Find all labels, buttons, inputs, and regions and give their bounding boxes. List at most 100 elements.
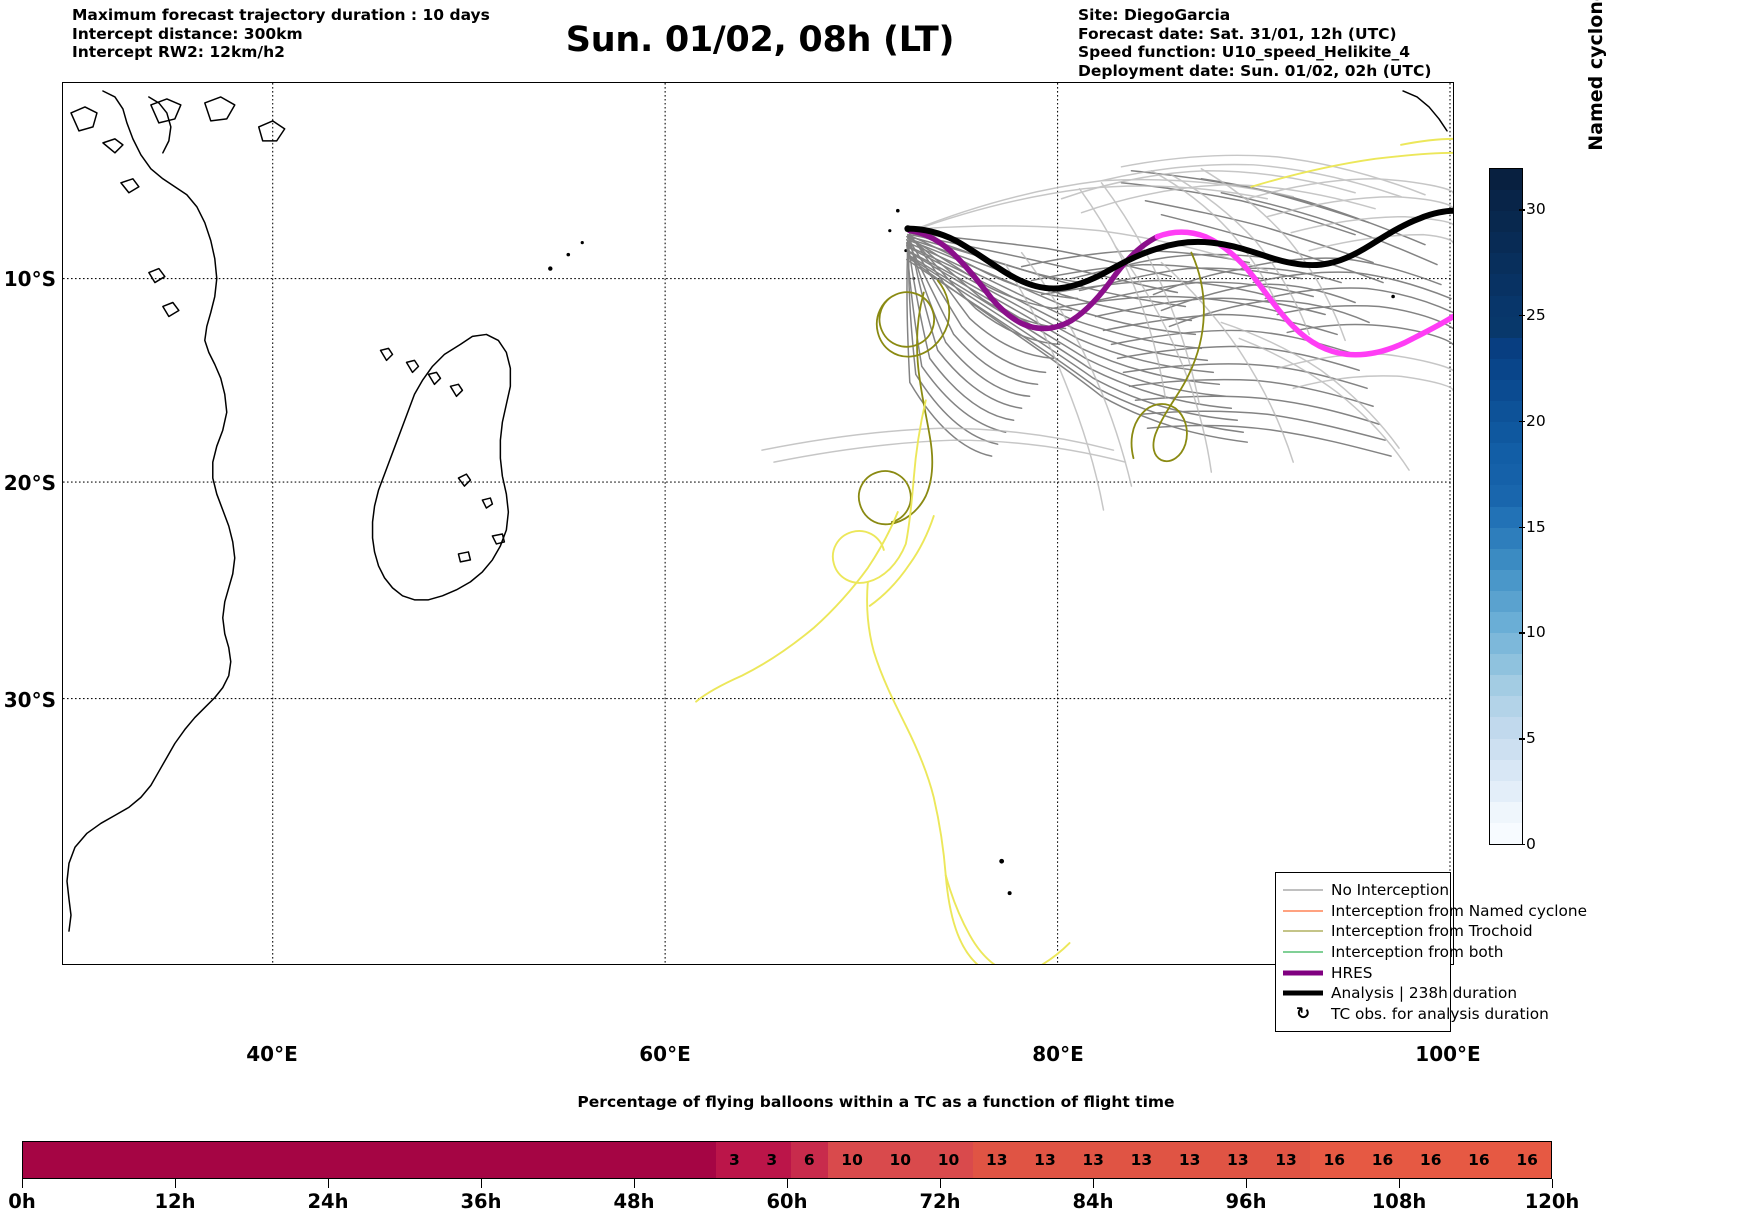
- site-metadata-line-0: Site: DiegoGarcia: [1078, 6, 1231, 24]
- colorbar[interactable]: [1489, 168, 1523, 845]
- coastlines: [66, 90, 1448, 932]
- forecast-parameter-line-1: Intercept distance: 300km: [72, 24, 303, 43]
- colorbar-label: Named cyclones forecast - Number of GEFS…: [1585, 0, 1607, 175]
- colorbar-segment-15: [1490, 506, 1522, 528]
- bar-axis-tick-5: [787, 1179, 789, 1188]
- percentage-bar-cell-34: 13: [1069, 1142, 1118, 1178]
- legend-item-label: HRES: [1331, 963, 1373, 982]
- colorbar-segment-8: [1490, 654, 1522, 676]
- bar-axis-tick-6: [940, 1179, 942, 1188]
- percentage-bar-cell-37: 13: [1213, 1142, 1262, 1178]
- percentage-bar-cell-17: [475, 1142, 503, 1178]
- colorbar-segment-19: [1490, 422, 1522, 444]
- percentage-bar-cell-9: [262, 1142, 290, 1178]
- lat-tick-label: 20°S: [3, 471, 56, 495]
- percentage-bar-cell-35: 13: [1117, 1142, 1166, 1178]
- legend-item-label: Interception from both: [1331, 943, 1504, 962]
- colorbar-segment-30: [1490, 190, 1522, 212]
- site-metadata-line-1: Forecast date: Sat. 31/01, 12h (UTC): [1078, 24, 1397, 43]
- percentage-bar-cell-5: [156, 1142, 183, 1178]
- site-metadata-line-3: Deployment date: Sun. 01/02, 02h (UTC): [1078, 61, 1432, 80]
- percentage-bar-cell-18: [502, 1142, 530, 1178]
- site-metadata-line-2: Speed function: U10_speed_Helikite_4: [1078, 43, 1411, 61]
- colorbar-segment-24: [1490, 316, 1522, 338]
- map-legend[interactable]: No Interception Interception from Named c…: [1275, 872, 1587, 1033]
- percentage-bar-cell-7: [209, 1142, 237, 1178]
- legend-item-1[interactable]: Interception from Named cyclone: [1283, 901, 1587, 922]
- percentage-bar-cell-41: 16: [1406, 1142, 1455, 1178]
- bar-axis-tick-2: [328, 1179, 330, 1188]
- percentage-bar-cell-6: [182, 1142, 210, 1178]
- colorbar-segment-16: [1490, 485, 1522, 507]
- bar-axis-tick-8: [1246, 1179, 1248, 1188]
- percentage-bar-cell-0: [23, 1142, 50, 1178]
- percentage-bar-cell-20: [555, 1142, 583, 1178]
- legend-item-6[interactable]: ↻ TC obs. for analysis duration: [1283, 1004, 1549, 1025]
- percentage-bar-cell-1: [49, 1142, 77, 1178]
- percentage-bar-cell-21: [582, 1142, 610, 1178]
- map-canvas: [63, 83, 1453, 964]
- colorbar-segment-13: [1490, 548, 1522, 570]
- legend-item-3[interactable]: Interception from both: [1283, 942, 1504, 963]
- bar-axis-label-9: 108h: [1371, 1190, 1427, 1213]
- bar-axis-tick-3: [481, 1179, 483, 1188]
- percentage-bar-cell-8: [236, 1142, 263, 1178]
- colorbar-tick-label-4: 20: [1519, 411, 1546, 430]
- percentage-bar-cell-11: [316, 1142, 343, 1178]
- bar-axis-tick-4: [634, 1179, 636, 1188]
- lon-tick-label: 100°E: [1415, 1042, 1481, 1066]
- colorbar-segment-3: [1490, 759, 1522, 781]
- percentage-bar-cell-3: [102, 1142, 130, 1178]
- site-metadata-text: Site: DiegoGarcia Forecast date: Sat. 31/…: [1078, 6, 1431, 80]
- colorbar-segment-12: [1490, 569, 1522, 591]
- percentage-bar-cell-33: 13: [1020, 1142, 1070, 1178]
- percentage-bar-cell-25: [689, 1142, 716, 1178]
- legend-line-swatch: [1283, 945, 1323, 959]
- legend-item-0[interactable]: No Interception: [1283, 880, 1449, 901]
- legend-item-2[interactable]: Interception from Trochoid: [1283, 921, 1533, 942]
- trochoid-interception-tracks: [858, 251, 1205, 526]
- percentage-bar-cell-4: [129, 1142, 157, 1178]
- colorbar-tick-label-0: 0: [1519, 835, 1536, 853]
- page-title: Sun. 01/02, 08h (LT): [565, 20, 955, 60]
- percentage-bar-cell-32: 13: [972, 1142, 1021, 1178]
- colorbar-segment-25: [1490, 295, 1522, 317]
- legend-item-4[interactable]: HRES: [1283, 962, 1442, 983]
- colorbar-segment-6: [1490, 696, 1522, 718]
- percentage-bar-cell-13: [369, 1142, 396, 1178]
- colorbar-segment-31: [1490, 169, 1522, 191]
- tc-observation-markers: [904, 225, 912, 233]
- legend-item-5[interactable]: Analysis | 238h duration: [1283, 983, 1517, 1004]
- colorbar-segment-14: [1490, 527, 1522, 549]
- percentage-bar-cell-43: 16: [1503, 1142, 1552, 1178]
- colorbar-segment-23: [1490, 337, 1522, 359]
- legend-item-label: TC obs. for analysis duration: [1331, 1004, 1549, 1023]
- lat-tick-label: 10°S: [3, 267, 56, 291]
- colorbar-tick-label-1: 5: [1519, 729, 1536, 748]
- bar-axis-label-10: 120h: [1524, 1190, 1580, 1213]
- lon-tick-label: 40°E: [246, 1042, 298, 1066]
- colorbar-segment-17: [1490, 464, 1522, 486]
- legend-line-swatch: [1283, 924, 1323, 938]
- percentage-bar-cell-19: [529, 1142, 556, 1178]
- ensemble-tracks-faded: [761, 154, 1453, 511]
- colorbar-tick-label-6: 30: [1519, 200, 1546, 219]
- colorbar-segment-0: [1490, 822, 1522, 844]
- colorbar-segment-11: [1490, 590, 1522, 612]
- legend-line-swatch: [1283, 986, 1323, 1000]
- percentage-bar-title: Percentage of flying balloons within a T…: [577, 1093, 1175, 1111]
- legend-item-label: Analysis | 238h duration: [1331, 984, 1518, 1003]
- percentage-bar-cell-14: [395, 1142, 423, 1178]
- yellow-trajectory: [695, 137, 1453, 964]
- bar-axis-label-7: 84h: [1072, 1190, 1114, 1213]
- percentage-bar-cell-10: [289, 1142, 317, 1178]
- forecast-map[interactable]: [62, 82, 1454, 965]
- bar-axis-label-2: 24h: [307, 1190, 349, 1213]
- percentage-bar-cell-24: [662, 1142, 690, 1178]
- colorbar-segment-22: [1490, 358, 1522, 380]
- percentage-bar[interactable]: 3 3 6 10 10 10 13 13 13 13 13 13 13 16 16 16 16 16: [22, 1141, 1552, 1179]
- legend-item-label: Interception from Trochoid: [1331, 922, 1533, 941]
- percentage-bar-cell-29: 10: [827, 1142, 877, 1178]
- colorbar-tick-label-5: 25: [1519, 306, 1546, 325]
- forecast-parameter-line-0: Maximum forecast trajectory duration : 1…: [72, 6, 490, 24]
